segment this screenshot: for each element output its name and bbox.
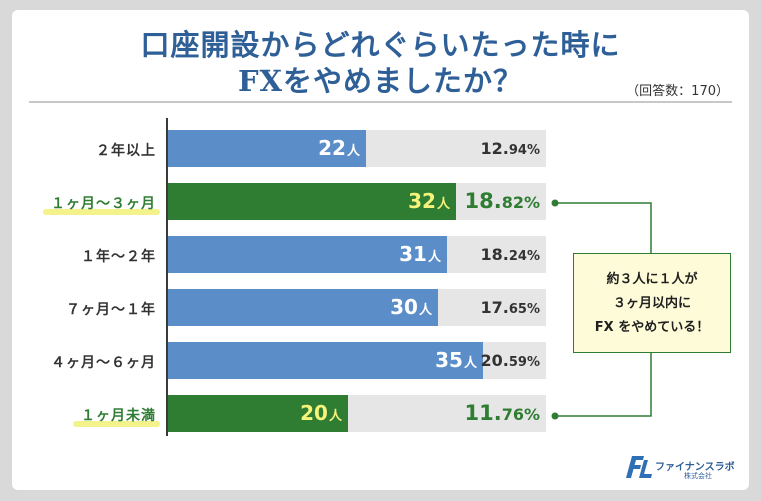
category-label: ７ヶ月〜１年 <box>66 302 156 318</box>
percentage-integer: 18. <box>480 245 509 264</box>
percentage-decimal: 65% <box>508 302 540 317</box>
chart-title-line2: FXをやめましたか？ <box>237 64 524 98</box>
bar-percentage-label: 20.59% <box>452 342 540 379</box>
category-highlight-marker <box>73 421 160 427</box>
bar-percentage-label: 18.24% <box>452 236 540 273</box>
company-logo-sub: 株式会社 <box>684 472 712 480</box>
category-label: １ヶ月〜３ヶ月 <box>51 196 156 212</box>
chart-title-line1: 口座開設からどれぐらいたった時に <box>140 28 621 62</box>
bar-count-value: 30 <box>390 295 418 319</box>
bar-count-label: 35人 <box>168 342 477 379</box>
bar <box>168 289 438 326</box>
percentage-decimal: 76% <box>501 405 540 424</box>
sample-size-note: （回答数：170） <box>626 84 729 99</box>
bar <box>168 236 447 273</box>
company-logo-icon <box>626 456 652 478</box>
company-logo-name: ファイナンスラボ <box>655 462 735 473</box>
bar-count-unit: 人 <box>346 144 360 159</box>
bar <box>168 130 366 167</box>
bar-count-label: 22人 <box>168 130 360 167</box>
callout-line1: 約３人に１人が <box>606 272 698 287</box>
bar-count-unit: 人 <box>328 409 342 424</box>
bar-count-label: 30人 <box>168 289 432 326</box>
bar-percentage-label: 11.76% <box>452 395 541 432</box>
callout-line3: FX をやめている！ <box>594 320 710 335</box>
percentage-integer: 12. <box>480 139 509 158</box>
bar-percentage-label: 17.65% <box>452 289 540 326</box>
percentage-decimal: 24% <box>508 249 540 264</box>
percentage-integer: 17. <box>480 298 509 317</box>
bar-count-unit: 人 <box>427 250 441 265</box>
y-axis-line <box>166 118 168 436</box>
callout-line2: ３ヶ月以内に <box>612 296 691 311</box>
category-highlight-marker <box>43 209 160 215</box>
bar <box>168 342 483 379</box>
bar-count-value: 22 <box>318 136 346 160</box>
bar-count-value: 32 <box>408 189 436 213</box>
bar-percentage-label: 12.94% <box>452 130 540 167</box>
bar-count-value: 31 <box>399 242 427 266</box>
percentage-integer: 20. <box>480 351 509 370</box>
category-label: ４ヶ月〜６ヶ月 <box>51 355 156 371</box>
bar-count-label: 20人 <box>168 395 342 432</box>
bar-percentage-label: 18.82% <box>452 183 541 220</box>
bar-count-value: 20 <box>300 401 328 425</box>
percentage-decimal: 82% <box>501 193 540 212</box>
percentage-decimal: 94% <box>508 143 540 158</box>
bar-count-unit: 人 <box>436 197 450 212</box>
callout-box: 約３人に１人が ３ヶ月以内に FX をやめている！ <box>573 253 731 353</box>
bar <box>168 183 456 220</box>
bar-count-label: 31人 <box>168 236 441 273</box>
percentage-integer: 11. <box>464 401 502 425</box>
category-label: １ヶ月未満 <box>81 408 156 424</box>
category-label: １年〜２年 <box>81 249 156 265</box>
percentage-integer: 18. <box>464 189 502 213</box>
title-divider <box>29 101 732 103</box>
callout-line-top <box>555 202 652 253</box>
bar-count-unit: 人 <box>463 356 477 371</box>
bar-count-unit: 人 <box>418 303 432 318</box>
bar <box>168 395 348 432</box>
category-label: ２年以上 <box>96 143 156 159</box>
callout-line-bottom <box>555 353 652 417</box>
bar-count-label: 32人 <box>168 183 450 220</box>
bar-count-value: 35 <box>435 348 463 372</box>
percentage-decimal: 59% <box>508 355 540 370</box>
